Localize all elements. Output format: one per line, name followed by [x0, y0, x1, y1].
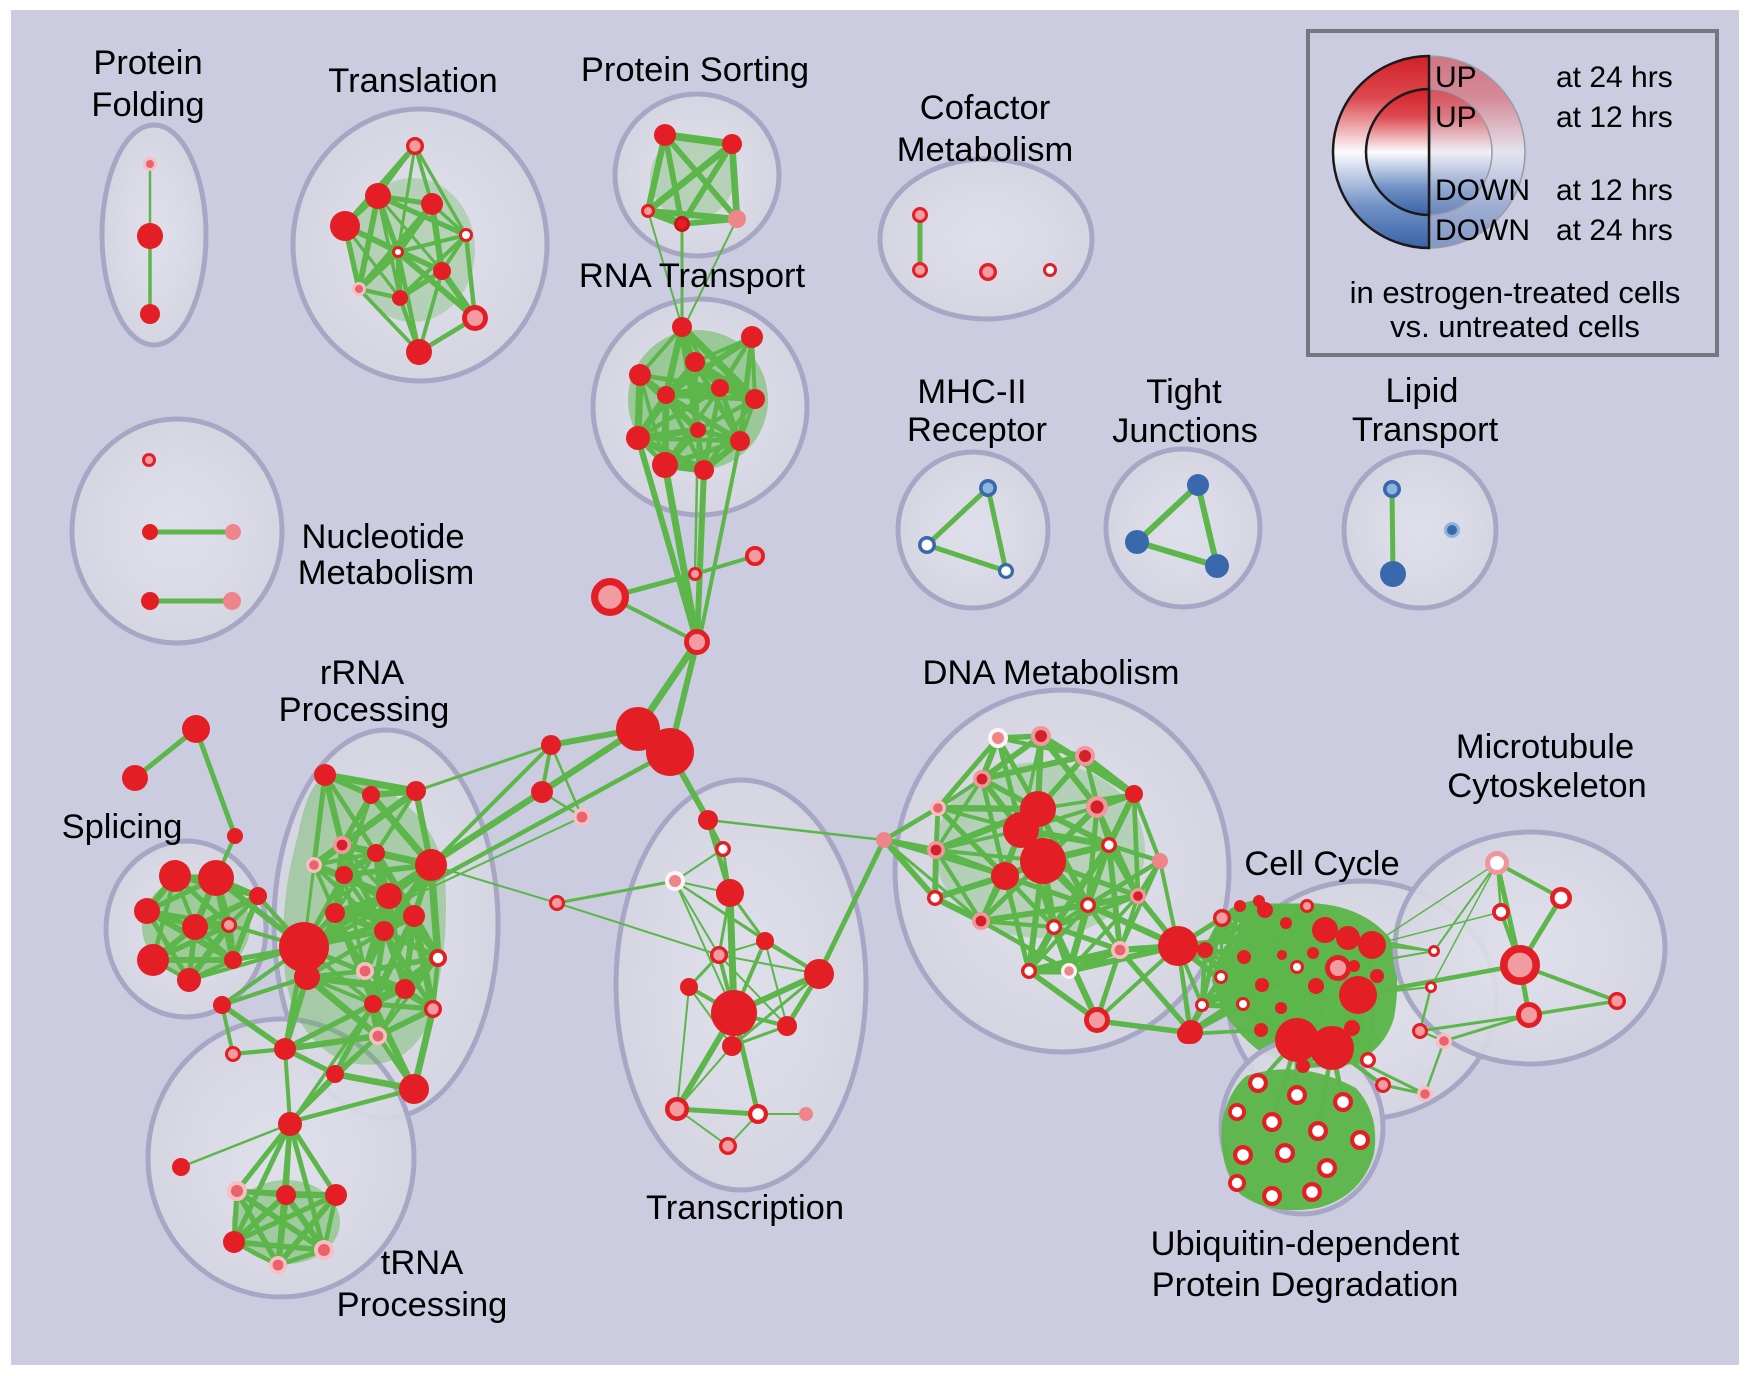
svg-text:Protein: Protein — [93, 44, 202, 82]
svg-text:Processing: Processing — [337, 1286, 508, 1324]
svg-text:Receptor: Receptor — [907, 411, 1047, 449]
svg-text:Cell Cycle: Cell Cycle — [1244, 845, 1399, 883]
svg-text:in estrogen-treated cells: in estrogen-treated cells — [1350, 275, 1681, 310]
svg-text:DNA Metabolism: DNA Metabolism — [923, 654, 1180, 692]
svg-text:Protein Degradation: Protein Degradation — [1152, 1266, 1459, 1304]
svg-text:Processing: Processing — [279, 691, 450, 729]
svg-text:DOWN: DOWN — [1435, 214, 1530, 247]
svg-text:Nucleotide: Nucleotide — [301, 518, 464, 556]
svg-text:tRNA: tRNA — [381, 1244, 463, 1282]
svg-text:Tight: Tight — [1146, 373, 1222, 411]
svg-text:UP: UP — [1435, 101, 1477, 134]
svg-text:RNA Transport: RNA Transport — [579, 257, 806, 295]
svg-text:Folding: Folding — [91, 86, 204, 124]
svg-text:Transcription: Transcription — [646, 1189, 844, 1227]
svg-text:UP: UP — [1435, 61, 1477, 94]
svg-text:Translation: Translation — [328, 62, 497, 100]
svg-text:at 24 hrs: at 24 hrs — [1556, 214, 1673, 247]
svg-text:Cofactor: Cofactor — [920, 89, 1050, 127]
svg-text:at 12 hrs: at 12 hrs — [1556, 101, 1673, 134]
svg-text:Protein Sorting: Protein Sorting — [581, 51, 809, 89]
svg-text:Cytoskeleton: Cytoskeleton — [1447, 767, 1646, 805]
svg-text:vs. untreated cells: vs. untreated cells — [1390, 309, 1640, 344]
svg-text:Ubiquitin-dependent: Ubiquitin-dependent — [1151, 1225, 1460, 1263]
svg-text:Transport: Transport — [1352, 411, 1499, 449]
svg-text:DOWN: DOWN — [1435, 174, 1530, 207]
svg-text:Lipid: Lipid — [1386, 372, 1459, 410]
svg-text:rRNA: rRNA — [320, 654, 404, 692]
svg-text:Metabolism: Metabolism — [298, 554, 474, 592]
svg-text:Splicing: Splicing — [62, 808, 183, 846]
svg-text:at 24 hrs: at 24 hrs — [1556, 61, 1673, 94]
svg-text:at 12 hrs: at 12 hrs — [1556, 174, 1673, 207]
svg-text:Metabolism: Metabolism — [897, 131, 1073, 169]
svg-text:MHC-II: MHC-II — [917, 373, 1026, 411]
svg-text:Microtubule: Microtubule — [1456, 728, 1634, 766]
svg-text:Junctions: Junctions — [1112, 412, 1258, 450]
